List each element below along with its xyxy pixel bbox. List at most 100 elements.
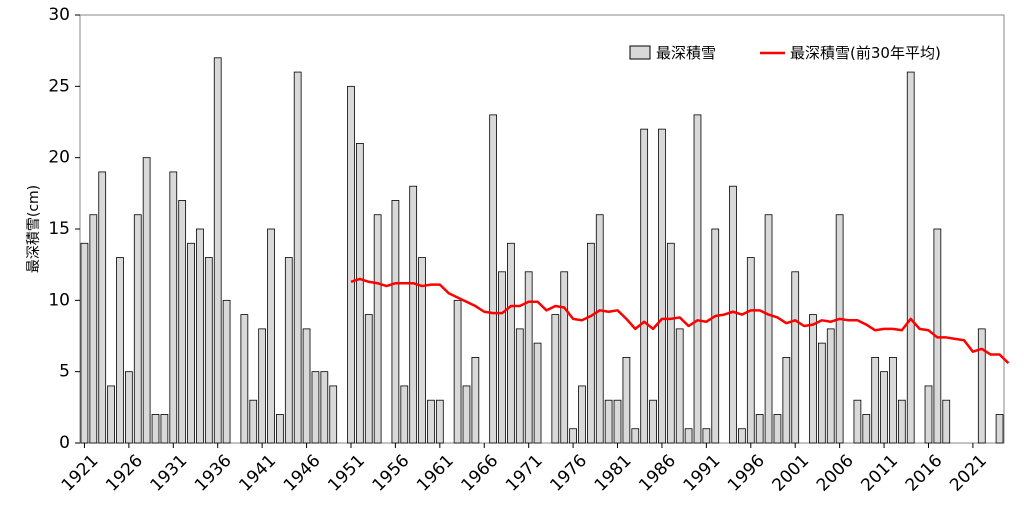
bar-1990: [693, 114, 702, 444]
bar-1929: [151, 414, 160, 444]
bar-1986: [658, 128, 666, 444]
bar-1930: [160, 414, 169, 444]
x-tick-label: 1956: [369, 451, 414, 496]
bar-2012: [889, 356, 897, 444]
bar-1957: [400, 385, 409, 444]
bar-1967: [489, 114, 498, 444]
bar-1948: [320, 371, 329, 444]
x-tick-label: 1931: [147, 451, 192, 496]
bar-1932: [178, 200, 187, 444]
bar-1926: [125, 371, 133, 444]
bar-1985: [649, 399, 657, 444]
bar-1942: [267, 228, 275, 444]
bar-1928: [142, 157, 151, 444]
y-tick-label: 15: [48, 219, 70, 239]
bar-1968: [498, 271, 506, 444]
bar-1972: [533, 342, 542, 444]
x-tick-label: 2001: [768, 451, 813, 496]
average-line: [350, 277, 1010, 365]
y-tick-label: 10: [48, 290, 70, 310]
x-tick-label: 2021: [946, 451, 991, 496]
bar-1987: [666, 242, 675, 444]
bar-1949: [329, 385, 338, 444]
bar-1974: [551, 314, 560, 444]
x-tick-label: 1921: [58, 451, 103, 496]
bar-1981: [613, 399, 622, 444]
bar-1989: [684, 428, 693, 444]
bar-1992: [711, 228, 720, 444]
bar-1956: [391, 200, 400, 444]
bar-1991: [702, 428, 711, 444]
bar-1964: [462, 385, 471, 444]
bar-1951: [347, 85, 355, 444]
x-tick-label: 1961: [413, 451, 458, 496]
bar-1970: [515, 328, 524, 444]
bar-1982: [622, 356, 631, 444]
y-tick-label: 25: [48, 76, 70, 96]
legend-bar-label: 最深積雪: [656, 44, 716, 62]
bar-1924: [107, 385, 115, 444]
x-tick-label: 1971: [502, 451, 547, 496]
bar-1977: [578, 385, 586, 444]
x-tick-label: 1941: [235, 451, 280, 496]
y-tick-label: 30: [48, 5, 70, 25]
x-axis: 1921 1926 1931 1936 1941 1946 1951 1956 1961 1966…: [58, 443, 991, 496]
bar-1933: [187, 242, 195, 444]
bar-2000: [782, 356, 791, 444]
bar-1969: [507, 242, 515, 444]
bar-1943: [276, 414, 284, 444]
y-tick-label: 20: [48, 148, 70, 168]
bar-1980: [604, 399, 613, 444]
bar-1953: [364, 314, 373, 444]
bar-2010: [871, 356, 880, 444]
x-tick-label: 1981: [591, 451, 636, 496]
bar-1965: [471, 356, 480, 444]
bar-1927: [133, 214, 142, 444]
legend: 最深積雪 最深積雪(前30年平均): [629, 44, 941, 62]
bar-1999: [773, 414, 782, 444]
bar-1959: [418, 257, 426, 444]
bar-1940: [249, 399, 258, 444]
bar-1923: [98, 171, 107, 444]
bar-2003: [809, 314, 817, 444]
y-axis: 0 5 10 15 20 25 30: [48, 5, 80, 453]
bar-1952: [355, 142, 364, 444]
bar-1983: [631, 428, 640, 444]
bar-1961: [435, 399, 444, 444]
x-tick-label: 1951: [324, 451, 369, 496]
bar-2006: [835, 214, 844, 444]
y-tick-label: 0: [59, 433, 70, 453]
bar-2018: [942, 399, 951, 444]
bar-1979: [595, 214, 604, 444]
bar-1998: [764, 214, 773, 444]
bar-2011: [880, 371, 888, 444]
bar-2004: [818, 342, 826, 444]
bar-1937: [222, 299, 231, 444]
bar-1988: [675, 328, 684, 444]
bar-1936: [213, 57, 222, 444]
y-axis-label: 最深積雪(cm): [26, 185, 42, 273]
legend-bar-swatch: [629, 45, 651, 60]
x-tick-label: 1936: [191, 451, 236, 496]
bar-2014: [906, 71, 915, 444]
bar-1935: [204, 257, 213, 444]
x-tick-label: 1926: [102, 451, 147, 496]
bar-1971: [524, 271, 533, 444]
bar-1941: [258, 328, 267, 444]
bar-1960: [427, 399, 435, 444]
bar-1921: [80, 242, 89, 444]
bar-2013: [897, 399, 906, 444]
bar-1947: [311, 371, 320, 444]
x-tick-label: 1976: [546, 451, 591, 496]
bar-2022: [977, 328, 986, 444]
x-tick-label: 1991: [680, 451, 725, 496]
bar-2024: [995, 414, 1004, 444]
bar-1978: [587, 242, 595, 444]
bar-2016: [924, 385, 933, 444]
plot-area: [79, 14, 1005, 444]
bar-1922: [89, 214, 98, 444]
bar-1945: [293, 71, 302, 444]
x-tick-label: 1986: [635, 451, 680, 496]
bar-1963: [453, 299, 462, 444]
